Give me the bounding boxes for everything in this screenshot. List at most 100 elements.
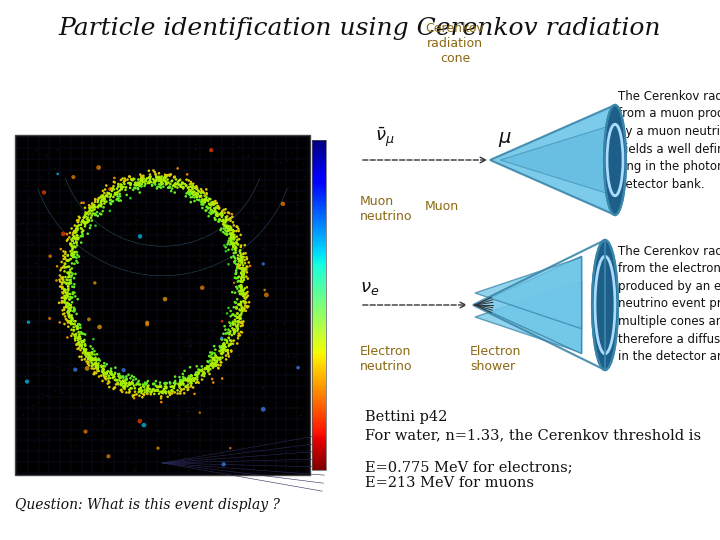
Point	[122, 285, 134, 294]
Point	[129, 180, 140, 189]
Point	[214, 418, 225, 427]
Point	[63, 317, 74, 326]
Point	[109, 383, 121, 392]
Point	[64, 276, 76, 285]
Point	[124, 387, 135, 396]
Point	[220, 215, 232, 224]
Point	[220, 347, 231, 355]
Point	[94, 245, 106, 254]
Point	[66, 240, 77, 249]
Point	[102, 188, 113, 197]
Point	[144, 173, 156, 181]
Point	[65, 260, 76, 268]
Point	[130, 380, 142, 389]
Point	[40, 181, 52, 190]
Point	[145, 178, 157, 186]
Point	[39, 430, 50, 439]
Point	[175, 251, 186, 260]
Point	[284, 300, 296, 309]
Point	[135, 389, 147, 397]
Point	[192, 370, 203, 379]
Point	[159, 171, 171, 179]
Point	[72, 258, 84, 267]
Point	[102, 368, 113, 376]
Point	[209, 204, 220, 213]
Point	[202, 357, 213, 366]
Point	[233, 351, 245, 360]
Point	[55, 412, 66, 421]
Point	[184, 387, 195, 396]
Point	[38, 160, 50, 169]
Point	[67, 253, 78, 261]
Point	[114, 372, 126, 381]
Point	[108, 372, 120, 380]
Point	[233, 262, 244, 271]
Point	[30, 251, 41, 260]
Point	[73, 320, 84, 328]
Point	[89, 201, 100, 210]
Point	[161, 178, 172, 186]
Point	[86, 364, 97, 373]
Point	[233, 273, 245, 281]
Point	[207, 355, 219, 364]
Text: The Cerenkov radiation
from the electron shower
produced by an electron
neutrino: The Cerenkov radiation from the electron…	[618, 245, 720, 363]
Point	[204, 352, 215, 361]
Point	[221, 338, 233, 347]
Point	[222, 346, 233, 355]
Point	[92, 397, 104, 406]
Point	[283, 443, 294, 452]
Point	[243, 298, 255, 307]
Point	[235, 256, 247, 265]
Point	[125, 194, 136, 202]
Point	[219, 208, 230, 217]
Point	[184, 190, 195, 198]
Point	[64, 354, 76, 363]
Point	[112, 153, 123, 161]
Point	[138, 382, 149, 390]
Point	[91, 356, 102, 365]
Point	[66, 326, 77, 334]
Point	[126, 384, 138, 393]
Point	[31, 399, 42, 408]
Point	[233, 261, 245, 269]
Point	[58, 255, 69, 264]
Point	[194, 196, 205, 205]
Point	[228, 233, 239, 242]
Point	[160, 389, 171, 397]
Point	[184, 180, 196, 188]
Point	[217, 217, 228, 225]
Point	[152, 444, 163, 453]
Point	[171, 180, 183, 188]
Point	[89, 368, 100, 376]
Point	[194, 192, 205, 201]
Point	[244, 243, 256, 252]
Point	[104, 427, 115, 436]
Point	[111, 361, 122, 370]
Point	[235, 251, 247, 259]
Text: E=0.775 MeV for electrons;: E=0.775 MeV for electrons;	[365, 460, 572, 474]
Point	[169, 188, 181, 197]
Point	[134, 380, 145, 389]
Point	[240, 289, 251, 298]
Point	[195, 188, 207, 197]
Point	[64, 272, 76, 280]
Point	[24, 194, 36, 203]
Point	[212, 208, 223, 217]
Point	[88, 202, 99, 211]
Point	[48, 454, 59, 462]
Point	[163, 171, 175, 180]
Point	[40, 289, 51, 298]
Point	[207, 209, 218, 218]
Point	[201, 189, 212, 198]
Point	[156, 136, 168, 145]
Point	[62, 268, 73, 277]
Point	[68, 232, 80, 241]
Point	[238, 292, 249, 300]
Point	[178, 373, 189, 381]
Point	[58, 230, 69, 238]
Point	[217, 340, 229, 348]
Point	[80, 210, 91, 218]
Point	[202, 288, 214, 296]
Point	[239, 265, 251, 274]
Point	[130, 178, 141, 187]
